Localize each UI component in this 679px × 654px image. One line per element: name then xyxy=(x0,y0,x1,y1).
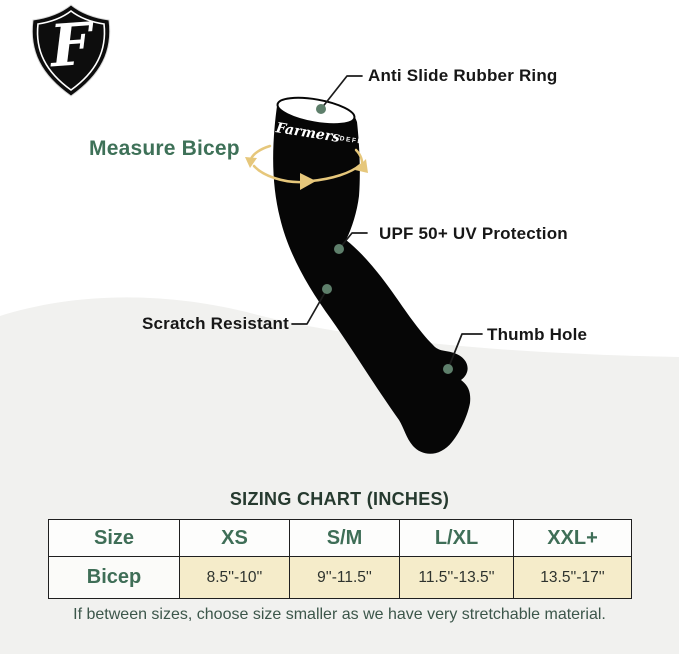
sizing-cell: 8.5''-10'' xyxy=(179,556,290,599)
sizing-col-header: XS xyxy=(179,519,290,557)
sizing-col-header: L/XL xyxy=(399,519,514,557)
callout-label-measure-bicep: Measure Bicep xyxy=(89,137,240,160)
callout-label-scratch: Scratch Resistant xyxy=(141,314,289,333)
callout-label-anti-slide: Anti Slide Rubber Ring xyxy=(368,66,558,85)
callout-dot-upf xyxy=(334,244,344,254)
callout-dot-thumb xyxy=(443,364,453,374)
sleeve-opening xyxy=(276,96,356,126)
brand-logo-shield: F xyxy=(28,3,114,99)
shield-icon xyxy=(31,4,111,97)
callout-dots xyxy=(316,104,453,374)
sizing-col-header: XXL+ xyxy=(513,519,632,557)
sizing-row-label: Bicep xyxy=(48,556,180,599)
callout-label-thumb: Thumb Hole xyxy=(487,325,588,344)
sizing-cell: 9''-11.5'' xyxy=(289,556,400,599)
sizing-chart-table: Size XS S/M L/XL XXL+ Bicep 8.5''-10'' 9… xyxy=(48,519,632,599)
callout-line-anti-slide xyxy=(320,75,363,110)
callout-dot-anti-slide xyxy=(316,104,326,114)
callout-line-scratch xyxy=(291,288,328,325)
sizing-col-header: Size xyxy=(48,519,180,557)
logo-letter: F xyxy=(48,9,94,81)
arrowhead-right xyxy=(355,159,368,173)
background-wave xyxy=(0,297,679,654)
arrowhead-middle xyxy=(300,173,316,190)
sizing-chart-title: SIZING CHART (INCHES) xyxy=(229,489,450,509)
callout-dot-scratch xyxy=(322,284,332,294)
sizing-header-row: Size XS S/M L/XL XXL+ xyxy=(48,519,632,557)
callout-line-upf xyxy=(338,232,368,250)
sizing-col-header: S/M xyxy=(289,519,400,557)
sizing-cell: 11.5''-13.5'' xyxy=(399,556,514,599)
sizing-cell: 13.5''-17'' xyxy=(513,556,632,599)
arm-sleeve xyxy=(273,98,471,454)
callout-lines xyxy=(291,75,483,370)
sizing-data-row: Bicep 8.5''-10'' 9''-11.5'' 11.5''-13.5'… xyxy=(48,556,632,599)
callout-label-upf: UPF 50+ UV Protection xyxy=(379,224,568,243)
measure-arrow xyxy=(245,144,368,190)
arrowhead-left xyxy=(245,157,257,168)
sizing-note: If between sizes, choose size smaller as… xyxy=(73,606,606,623)
callout-line-thumb xyxy=(447,333,483,370)
